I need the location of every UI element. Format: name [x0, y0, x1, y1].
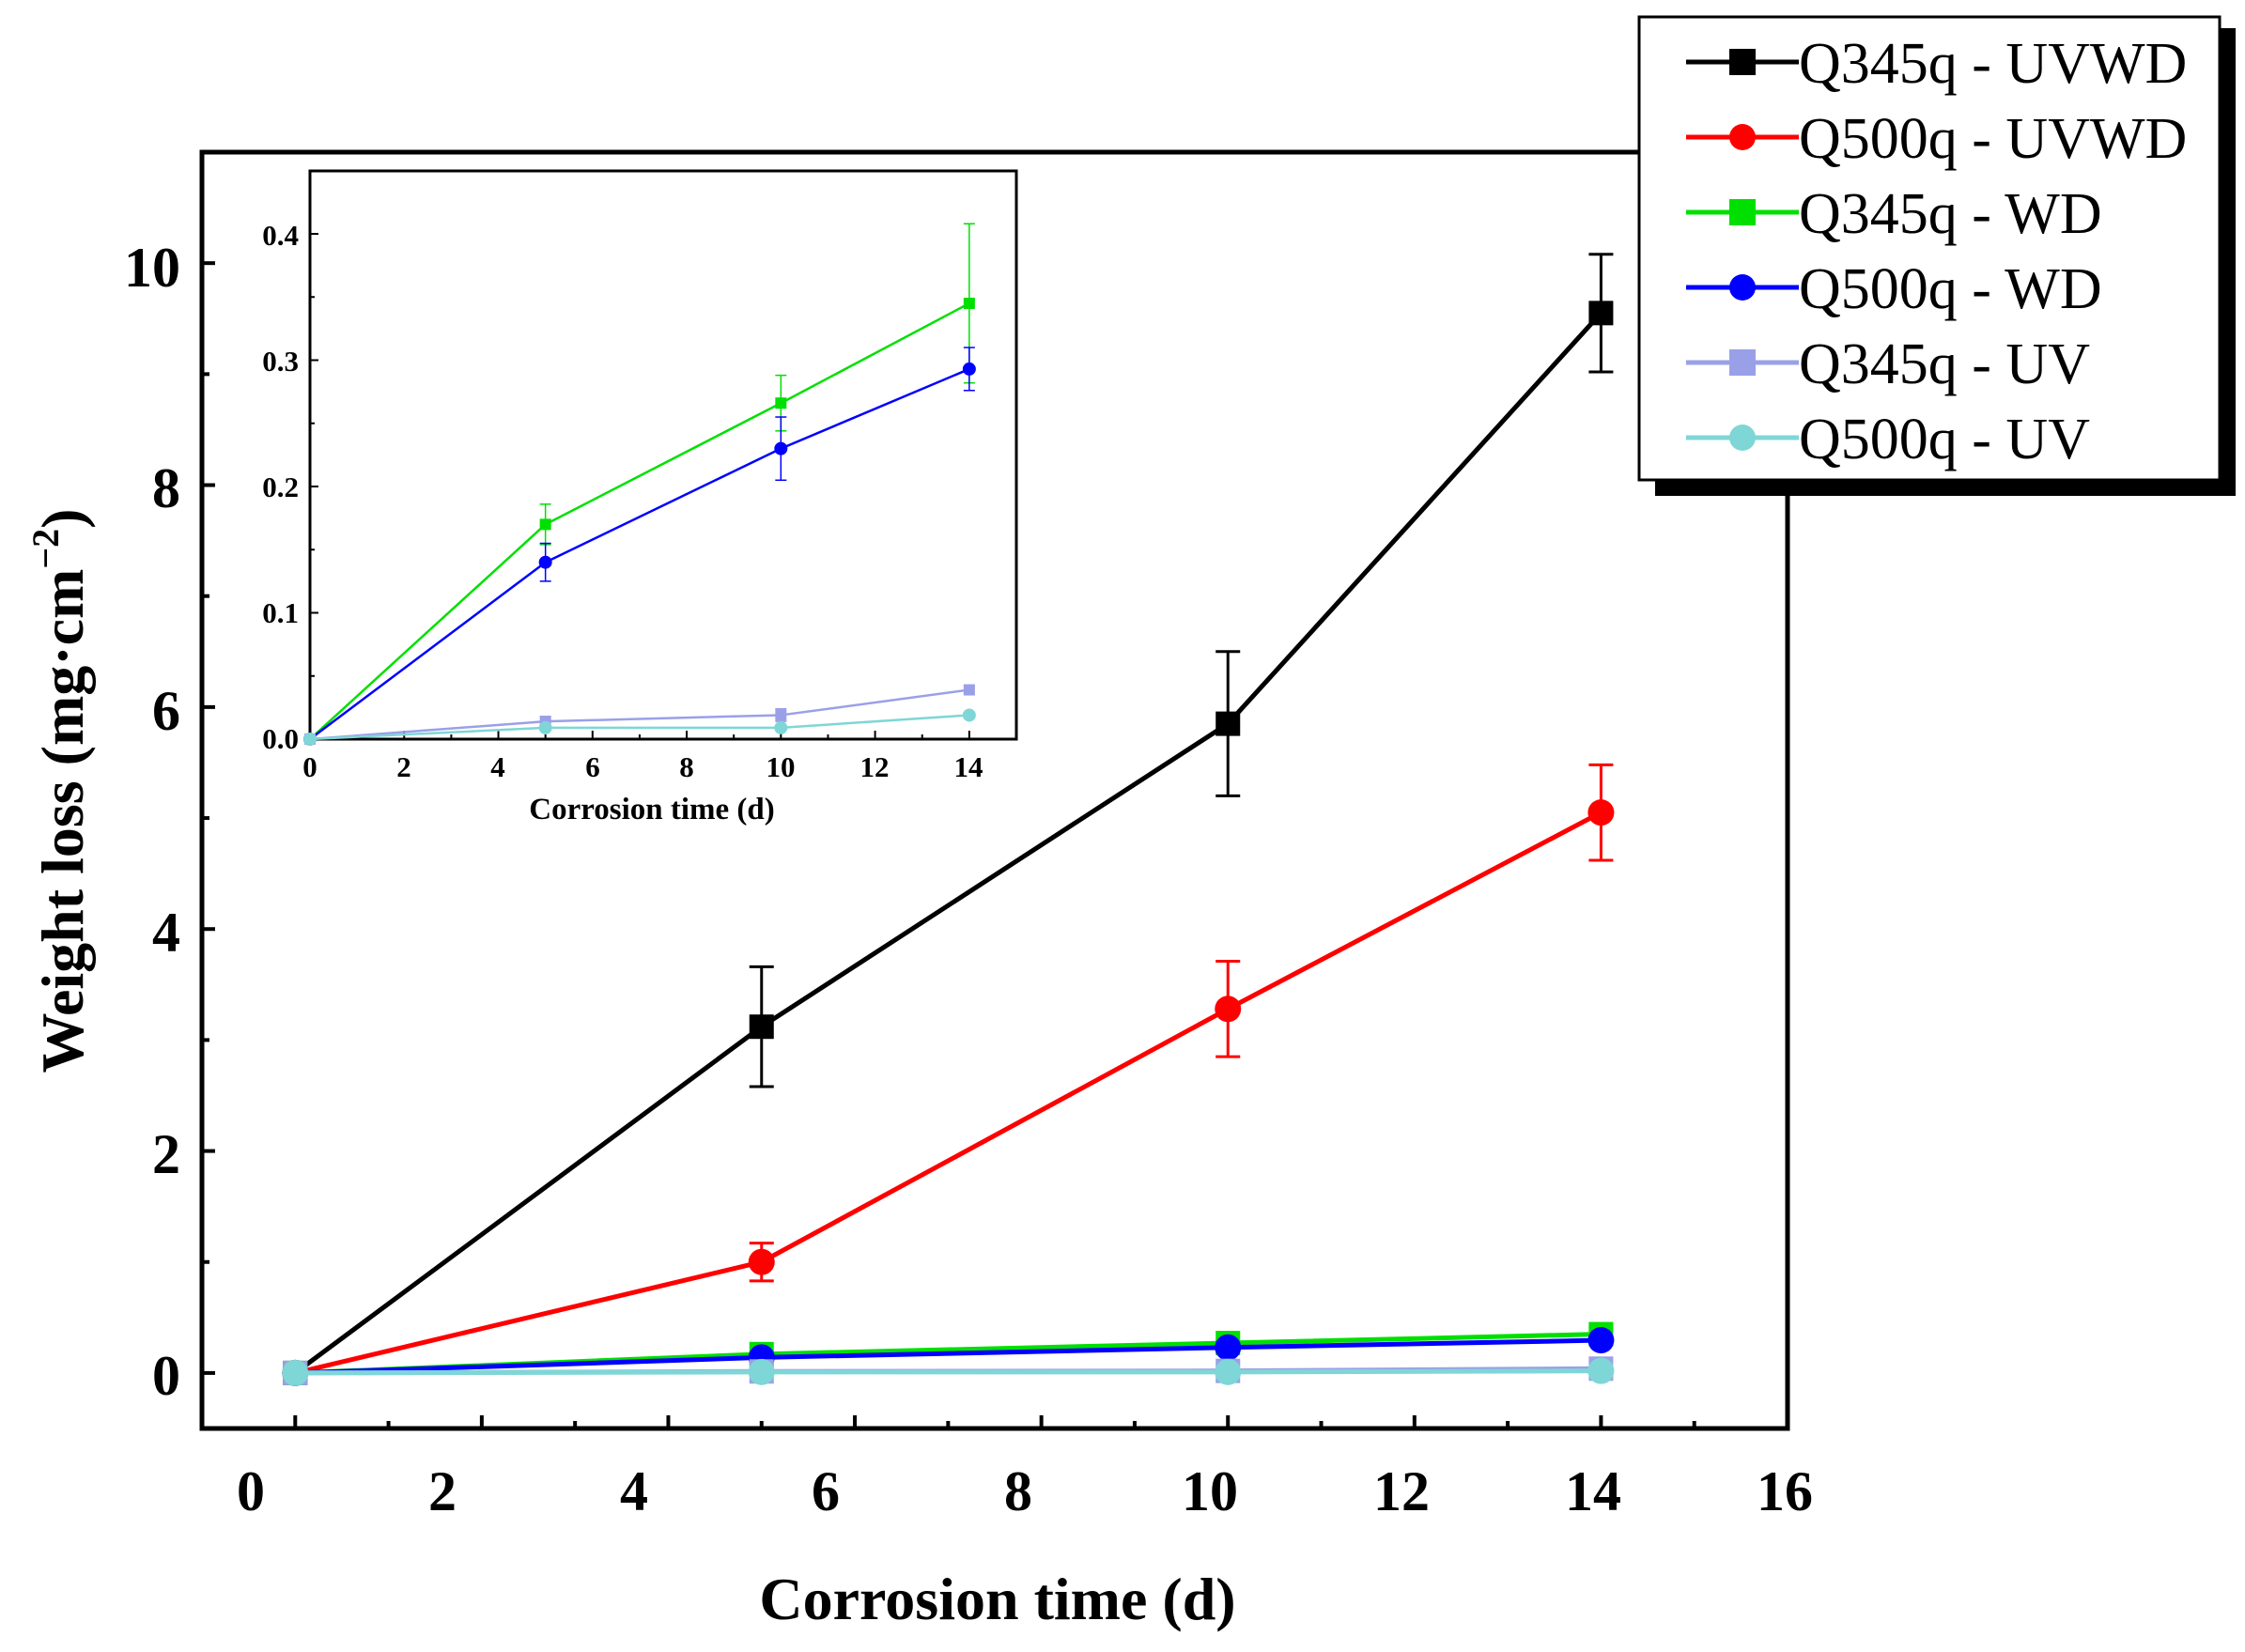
main-y-axis-title-exponent: −2	[24, 529, 67, 569]
main-x-tick-label: 12	[1373, 1460, 1430, 1522]
main-plot-area	[282, 253, 1615, 1386]
data-point	[774, 441, 788, 455]
legend-box	[1637, 15, 2222, 482]
inset-x-tick-label: 8	[679, 750, 694, 783]
inset-y-tick-label: 0.2	[262, 471, 299, 503]
legend: Q345q - UVWD Q500q - UVWD Q345q - WD Q50…	[1686, 32, 2187, 471]
main-x-tick-label: 10	[1182, 1460, 1238, 1522]
inset-y-tick-labels: 0.0 0.1 0.2 0.3 0.4	[262, 219, 299, 755]
series-line	[295, 1368, 1602, 1376]
legend-label: Q345q - WD	[1799, 182, 2102, 246]
data-point	[962, 362, 976, 376]
series-line	[295, 1337, 1602, 1376]
main-x-tick-label: 8	[1004, 1460, 1032, 1522]
data-point	[962, 708, 976, 722]
legend-entry: Q345q - WD	[1686, 182, 2102, 246]
inset-x-tick-label: 2	[396, 750, 411, 783]
main-y-tick-label: 2	[152, 1123, 180, 1185]
legend-swatch-marker	[1729, 124, 1756, 150]
data-point	[538, 720, 552, 734]
main-y-tick-label: 4	[152, 902, 180, 964]
inset-y-tick-label: 0.0	[262, 722, 299, 755]
data-point	[774, 720, 788, 734]
main-x-tick-label: 14	[1565, 1460, 1621, 1522]
data-point	[963, 684, 975, 696]
main-y-tick-label: 6	[152, 680, 180, 742]
inset-x-tick-label: 14	[954, 750, 983, 783]
main-x-tick-label: 0	[237, 1460, 265, 1522]
inset-x-tick-label: 6	[585, 750, 600, 783]
data-point	[963, 297, 975, 309]
inset-y-tick-label: 0.3	[262, 345, 299, 378]
legend-entry: Q345q - UV	[1686, 332, 2090, 396]
main-y-tick-label: 0	[152, 1345, 180, 1407]
main-x-tick-label: 2	[428, 1460, 457, 1522]
legend-entry: Q345q - UVWD	[1686, 32, 2187, 96]
inset-x-tick-label: 0	[302, 750, 317, 783]
legend-swatch-marker	[1729, 199, 1756, 225]
data-point	[748, 1248, 775, 1275]
data-point	[282, 1359, 309, 1386]
legend-label: Q500q - UVWD	[1799, 107, 2187, 171]
data-point	[1587, 1357, 1615, 1384]
inset-y-tick-label: 0.1	[262, 596, 299, 629]
series-line	[309, 688, 970, 741]
main-x-tick-label: 6	[812, 1460, 840, 1522]
main-y-tick-label: 10	[124, 237, 180, 299]
main-x-tick-label: 16	[1757, 1460, 1813, 1522]
series-line	[309, 367, 970, 740]
main-axis-ticks	[202, 261, 1789, 1428]
inset-y-tick-label: 0.4	[262, 219, 299, 252]
main-y-tick-label: 8	[152, 457, 180, 519]
data-point	[1215, 996, 1242, 1023]
series-line	[293, 311, 1603, 1375]
data-point	[1587, 799, 1615, 826]
data-point	[1215, 711, 1241, 736]
inset-x-tick-label: 12	[860, 750, 890, 783]
data-point	[775, 709, 787, 721]
data-point	[1588, 301, 1614, 326]
legend-label: Q345q - UV	[1799, 332, 2090, 396]
legend-entry: Q500q - UV	[1686, 408, 2090, 471]
inset-x-tick-label: 4	[490, 750, 505, 783]
data-point	[538, 555, 552, 569]
inset-x-tick-label: 10	[766, 750, 796, 783]
data-point	[303, 733, 317, 746]
legend-swatch-marker	[1729, 349, 1756, 376]
data-point	[748, 1358, 775, 1385]
main-y-tick-labels: 0 2 4 6 8 10	[124, 237, 180, 1407]
main-y-axis-title-close: )	[29, 509, 96, 529]
main-x-tick-label: 4	[620, 1460, 648, 1522]
series-line	[309, 714, 969, 741]
main-x-axis-title: Corrosion time (d)	[759, 1566, 1235, 1632]
legend-label: Q345q - UVWD	[1799, 32, 2187, 96]
inset-x-axis-title: Corrosion time (d)	[529, 793, 775, 826]
data-point	[1215, 1358, 1242, 1385]
data-point	[749, 1014, 774, 1040]
legend-entry: Q500q - WD	[1686, 257, 2102, 321]
main-y-axis-title: Weight loss (mg·cm−2)	[24, 509, 96, 1073]
legend-swatch-marker	[1729, 274, 1756, 301]
data-point	[1587, 1327, 1615, 1354]
legend-label: Q500q - WD	[1799, 257, 2102, 321]
legend-swatch-marker	[1729, 49, 1756, 75]
inset-plot-area	[303, 223, 976, 746]
main-plot-frame	[199, 149, 1790, 1431]
data-point	[775, 397, 787, 409]
data-point	[539, 518, 551, 531]
legend-entry: Q500q - UVWD	[1686, 107, 2187, 171]
inset-plot-frame	[308, 169, 1018, 741]
legend-label: Q500q - UV	[1799, 408, 2090, 471]
main-y-axis-title-text: Weight loss (mg·cm	[29, 569, 96, 1073]
series-line	[294, 810, 1602, 1376]
legend-swatch-marker	[1729, 425, 1756, 451]
main-x-tick-labels: 0 2 4 6 8 10 12 14 16	[237, 1460, 1813, 1522]
inset-x-tick-labels: 0 2 4 6 8 10 12 14	[302, 750, 983, 783]
series-line	[309, 301, 970, 740]
data-point	[1215, 1334, 1242, 1361]
